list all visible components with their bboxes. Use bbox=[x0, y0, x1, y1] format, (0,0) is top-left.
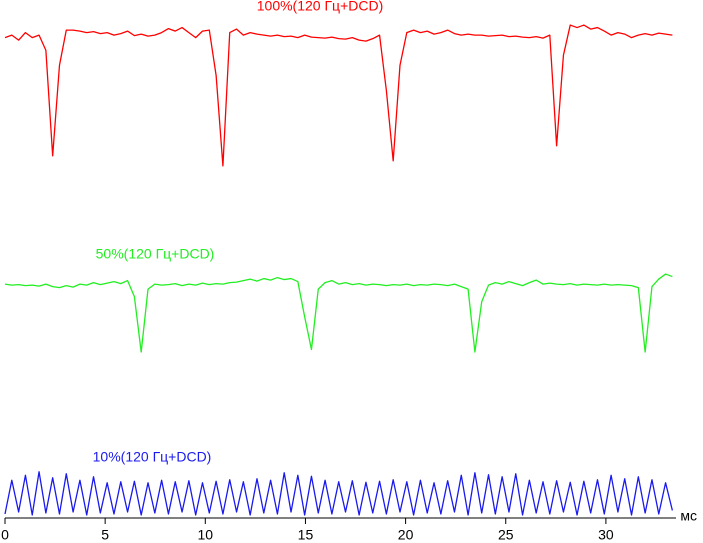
x-tick-label: 30 bbox=[598, 527, 614, 543]
series-line bbox=[4, 24, 673, 167]
series-label: 50%(120 Гц+DCD) bbox=[96, 246, 215, 262]
x-tick-label: 25 bbox=[498, 527, 514, 543]
series-label: 10%(120 Гц+DCD) bbox=[93, 449, 212, 465]
series-label: 100%(120 Гц+DCD) bbox=[257, 0, 384, 14]
x-tick-label: 10 bbox=[198, 527, 214, 543]
x-tick-label: 20 bbox=[398, 527, 414, 543]
x-axis-label: мс bbox=[680, 508, 697, 524]
x-tick-label: 15 bbox=[298, 527, 314, 543]
series-line bbox=[4, 273, 673, 353]
series-line bbox=[4, 471, 674, 516]
x-tick-label: 0 bbox=[1, 527, 9, 543]
x-tick-label: 5 bbox=[101, 527, 109, 543]
